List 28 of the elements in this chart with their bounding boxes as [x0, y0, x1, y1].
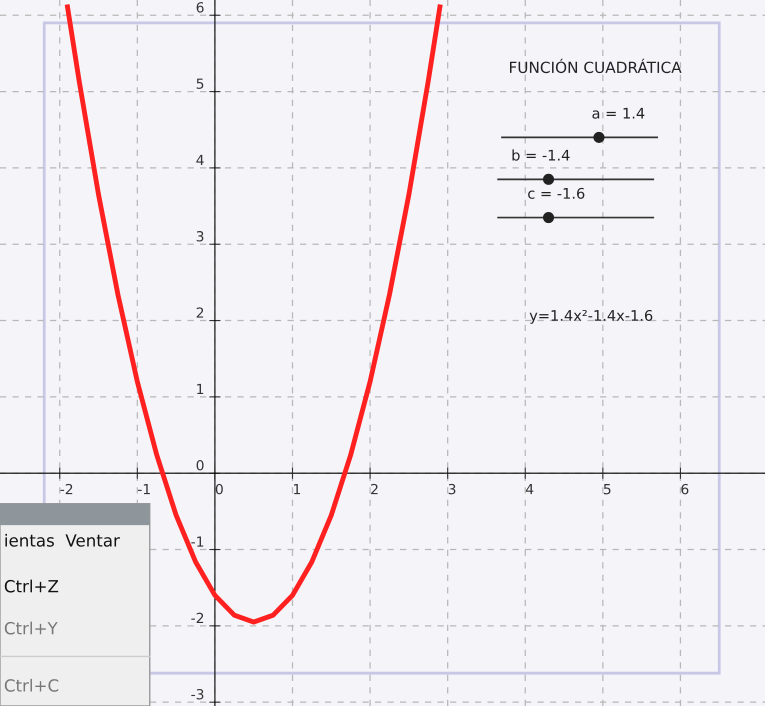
y-tick-label: 0: [196, 460, 204, 471]
x-tick-label: 5: [604, 484, 610, 494]
y-tick-label: 4: [196, 154, 204, 166]
x-tick-label: 0: [216, 484, 223, 494]
annotation: FUNCIÓN CUADRÁTICA: [510, 58, 682, 74]
annotation: ientas Ventar: [5, 534, 120, 547]
y-tick-label: 6: [196, 2, 204, 13]
y-tick-label: 1: [197, 384, 204, 394]
annotation: a = 1.4: [592, 108, 644, 119]
annotation: c = -1.6: [528, 188, 584, 199]
x-tick-label: 6: [681, 484, 688, 494]
annotation: Ctrl+Y: [4, 622, 58, 635]
annotation: y=1.4x²-1.4x-1.6: [530, 310, 652, 324]
y-tick-label: 3: [196, 231, 204, 242]
x-tick-label: -2: [60, 484, 72, 494]
y-tick-label: 5: [196, 78, 204, 89]
y-tick-label: -2: [191, 612, 204, 623]
y-tick-label: -1: [191, 536, 204, 547]
x-tick-label: -1: [138, 484, 150, 494]
y-tick-label: 2: [196, 307, 204, 318]
x-tick-label: 4: [526, 484, 534, 494]
x-tick-label: 2: [371, 484, 378, 494]
annotation: Ctrl+Z: [4, 580, 58, 593]
y-tick-label: -3: [191, 688, 204, 700]
x-tick-label: 1: [294, 484, 300, 494]
annotation: b = -1.4: [512, 149, 570, 161]
x-tick-label: 3: [448, 484, 456, 494]
annotation: Ctrl+C: [4, 678, 58, 692]
